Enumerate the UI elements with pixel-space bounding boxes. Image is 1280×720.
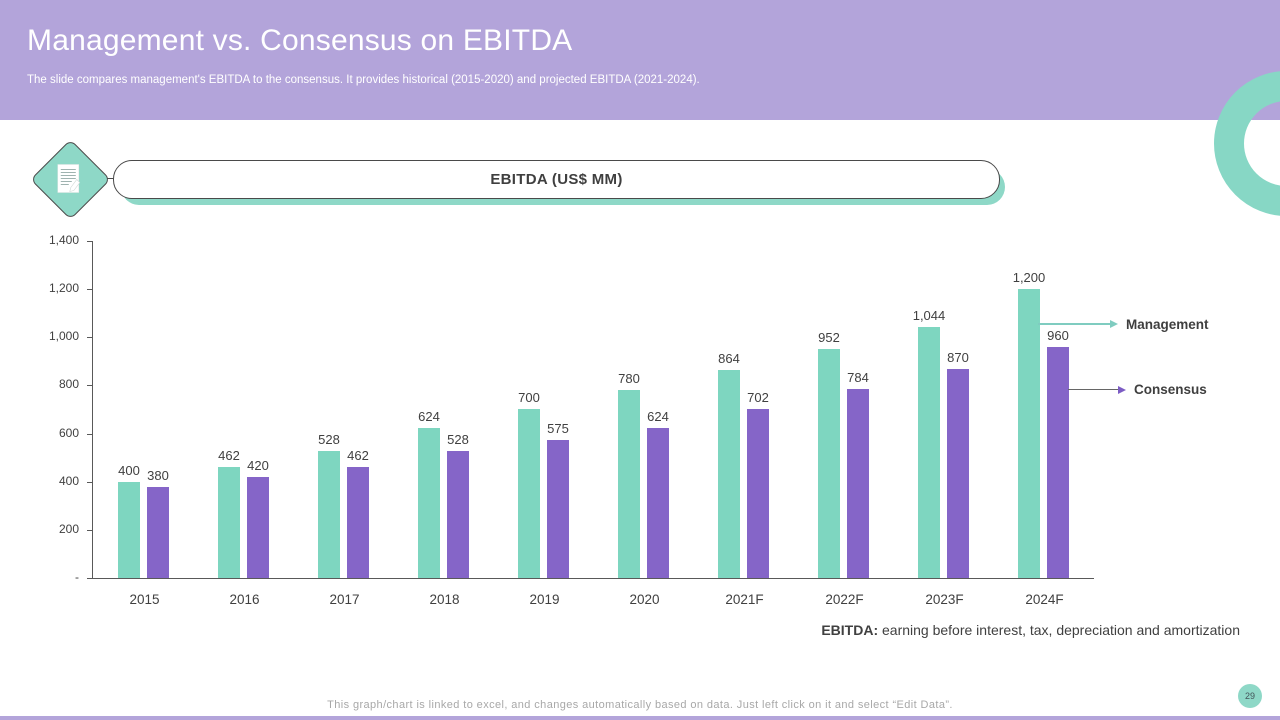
x-axis-label: 2020 xyxy=(629,592,660,607)
bar-management xyxy=(1018,289,1040,578)
x-axis-label: 2016 xyxy=(229,592,260,607)
bar-value-label: 462 xyxy=(218,448,240,463)
bar-value-label: 400 xyxy=(118,463,140,478)
slide-title: Management vs. Consensus on EBITDA xyxy=(27,24,573,57)
bar-management xyxy=(318,451,340,578)
bar-consensus xyxy=(647,428,669,578)
y-axis-tick xyxy=(87,529,92,531)
bar-value-label: 462 xyxy=(347,448,369,463)
bar-value-label: 780 xyxy=(618,371,640,386)
bar-consensus xyxy=(547,440,569,578)
y-axis-label: 1,400 xyxy=(48,233,79,247)
bar-consensus xyxy=(1047,347,1069,578)
bar-management xyxy=(218,467,240,578)
x-axis-label: 2022F xyxy=(825,592,864,607)
slide-subtitle: The slide compares management's EBITDA t… xyxy=(27,74,700,86)
bar-consensus xyxy=(247,477,269,578)
legend-consensus: Consensus xyxy=(1134,382,1207,397)
x-axis-label: 2021F xyxy=(725,592,764,607)
x-axis-label: 2019 xyxy=(529,592,560,607)
footnote-term: EBITDA: xyxy=(821,622,879,638)
bar-value-label: 624 xyxy=(647,409,669,424)
consensus-arrow-icon xyxy=(1118,386,1126,394)
bar-consensus xyxy=(147,487,169,578)
bar-value-label: 1,044 xyxy=(912,308,946,323)
bar-value-label: 528 xyxy=(447,432,469,447)
bar-management xyxy=(118,482,140,578)
bar-value-label: 952 xyxy=(818,330,840,345)
y-axis-label: 800 xyxy=(58,377,79,392)
section-icon-diamond xyxy=(30,139,111,220)
y-axis-label: 1,000 xyxy=(48,329,79,344)
bar-value-label: 575 xyxy=(547,421,569,436)
bottom-accent-strip xyxy=(0,716,1280,720)
bar-value-label: 870 xyxy=(947,350,969,365)
bar-management xyxy=(518,409,540,578)
y-axis-tick xyxy=(87,481,92,483)
bar-management xyxy=(418,428,440,578)
page-number-badge: 29 xyxy=(1238,684,1262,708)
section-title-pill: EBITDA (US$ MM) xyxy=(113,160,1000,199)
header-banner: Management vs. Consensus on EBITDA The s… xyxy=(0,0,1280,120)
bar-value-label: 528 xyxy=(318,432,340,447)
y-axis-tick xyxy=(87,289,92,291)
document-icon xyxy=(57,164,81,193)
bar-consensus xyxy=(847,389,869,578)
bar-management xyxy=(918,327,940,578)
footnote-text: earning before interest, tax, depreciati… xyxy=(878,622,1240,638)
bar-consensus xyxy=(347,467,369,578)
bar-consensus xyxy=(747,409,769,578)
bar-value-label: 624 xyxy=(418,409,440,424)
bar-management xyxy=(718,370,740,578)
y-axis-label: 600 xyxy=(58,425,79,440)
x-axis-label: 2015 xyxy=(129,592,160,607)
bar-management xyxy=(818,349,840,578)
bar-consensus xyxy=(947,369,969,578)
y-axis-tick xyxy=(87,337,92,339)
section-title: EBITDA (US$ MM) xyxy=(490,171,623,188)
management-callout-line xyxy=(1038,323,1110,325)
y-axis-label: 200 xyxy=(58,521,79,536)
y-axis-tick xyxy=(87,241,92,242)
bar-value-label: 380 xyxy=(147,468,169,483)
x-axis-label: 2024F xyxy=(1025,592,1064,607)
bar-value-label: 784 xyxy=(847,370,869,385)
y-axis-label: - xyxy=(75,570,79,584)
consensus-callout-line xyxy=(1068,389,1118,390)
y-axis-tick xyxy=(87,578,92,579)
y-axis-label: 1,200 xyxy=(48,281,79,296)
bar-consensus xyxy=(447,451,469,578)
legend-management: Management xyxy=(1126,317,1209,332)
x-axis-label: 2023F xyxy=(925,592,964,607)
footer-note: This graph/chart is linked to excel, and… xyxy=(327,699,953,711)
footnote: EBITDA: earning before interest, tax, de… xyxy=(821,622,1240,638)
bar-management xyxy=(618,390,640,578)
bar-value-label: 960 xyxy=(1047,328,1069,343)
y-axis-tick xyxy=(87,385,92,387)
management-arrow-icon xyxy=(1110,320,1118,328)
y-axis-tick xyxy=(87,433,92,435)
bar-value-label: 1,200 xyxy=(1012,270,1046,285)
bar-value-label: 700 xyxy=(518,390,540,405)
bar-value-label: 420 xyxy=(247,458,269,473)
x-axis-label: 2017 xyxy=(329,592,360,607)
bar-value-label: 702 xyxy=(747,390,769,405)
plot-area[interactable]: 1,400 1,200 1,000 800 600 400 200 - 400 380 2015 46… xyxy=(49,233,1094,607)
bar-value-label: 864 xyxy=(718,351,740,366)
x-axis-label: 2018 xyxy=(429,592,460,607)
y-axis-label: 400 xyxy=(58,473,79,488)
